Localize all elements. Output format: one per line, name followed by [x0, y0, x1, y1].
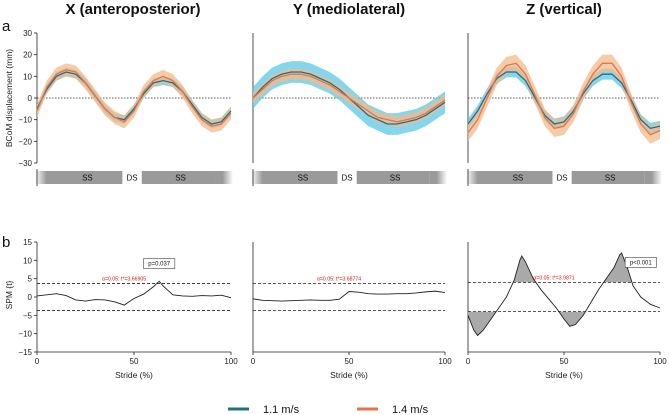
x-tick-label: 50 — [560, 357, 569, 366]
phase-fade-start — [466, 171, 486, 184]
phase-single-support-1 — [52, 171, 123, 184]
panel-label-b: b — [2, 234, 10, 251]
x-tick-label: 0 — [35, 357, 40, 366]
ylabel-a: BCoM displacement (mm) — [4, 49, 14, 147]
x-tick-label: 100 — [653, 357, 667, 366]
y-tick-label: −5 — [23, 311, 33, 320]
phase-single-support-2 — [356, 171, 430, 184]
pvalue-label: p=0.037 — [148, 262, 171, 268]
legend-label-1-1: 1.1 m/s — [263, 404, 300, 415]
phase-label-ss: SS — [298, 174, 309, 183]
y-tick-label: 20 — [23, 51, 32, 60]
chart-panel-2: SS DS SS — [251, 33, 447, 186]
phase-label-ss: SS — [82, 174, 93, 183]
threshold-label: α=0.05: t*=3.68774 — [317, 276, 361, 282]
x-tick-label: 0 — [466, 357, 471, 366]
phase-label-ds: DS — [557, 174, 568, 183]
y-tick-label: −10 — [18, 116, 32, 125]
spm-trajectory — [467, 252, 661, 337]
panel-label-a: a — [2, 18, 11, 35]
chart-panel-3: SS DS SS — [466, 33, 662, 186]
phase-label-ds: DS — [126, 174, 137, 183]
sd-band-2 — [37, 63, 231, 133]
spm-trajectory — [36, 280, 232, 306]
series-line-2 — [36, 69, 232, 127]
x-axis-label: Stride (%) — [115, 370, 153, 380]
y-tick-label: 10 — [23, 72, 32, 81]
y-tick-label: 0 — [28, 94, 33, 103]
phase-label-ss: SS — [175, 174, 186, 183]
y-tick-label: −10 — [18, 330, 32, 339]
series-line-1 — [36, 71, 232, 125]
suprathreshold-cluster-positive — [513, 253, 632, 283]
phase-fade-start — [251, 171, 271, 184]
phase-fade-start — [35, 171, 55, 184]
x-tick-label: 0 — [251, 357, 256, 366]
title-y: Y (mediolateral) — [293, 1, 405, 18]
series-line-2 — [467, 62, 661, 136]
phase-label-ss: SS — [605, 174, 616, 183]
phase-single-support-2 — [141, 171, 216, 184]
phase-bar: SS DS SS — [466, 169, 662, 186]
y-tick-label: −15 — [18, 348, 32, 357]
phase-fade-end — [215, 171, 233, 184]
x-tick-label: 50 — [130, 357, 139, 366]
chart-panel-1: 30 20 10 0 −10 −20 −30 SS DS SS — [18, 29, 233, 186]
series-line-2 — [252, 73, 446, 123]
ylabel-b: SPM {t} — [4, 280, 14, 309]
phase-label-ss: SS — [513, 174, 524, 183]
pvalue-label: p<0.001 — [630, 260, 653, 266]
phase-single-support-1 — [268, 171, 338, 184]
y-tick-label: −30 — [18, 159, 32, 168]
title-z: Z (vertical) — [526, 1, 602, 18]
x-tick-label: 50 — [345, 357, 354, 366]
phase-single-support-2 — [571, 171, 645, 184]
phase-label-ss: SS — [390, 174, 401, 183]
y-tick-label: 30 — [23, 29, 32, 38]
chart-panel-6: 0 50 100 Stride (%) α=0.05: t*=3.9871 p<0.001 — [466, 242, 667, 380]
legend: 1.1 m/s 1.4 m/s — [228, 404, 429, 415]
spm-trajectory — [252, 290, 446, 302]
phase-bar: SS DS SS — [251, 169, 447, 186]
x-axis-label: Stride (%) — [330, 370, 368, 380]
y-tick-label: 5 — [28, 275, 33, 284]
threshold-label: α=0.05: t*=3.66905 — [102, 277, 146, 283]
pvalue-box — [624, 257, 657, 268]
y-tick-label: −20 — [18, 137, 32, 146]
title-x: X (anteroposterior) — [65, 1, 200, 18]
y-tick-label: 10 — [23, 256, 32, 265]
x-tick-label: 100 — [438, 357, 452, 366]
x-axis-label: Stride (%) — [545, 370, 583, 380]
x-tick-label: 100 — [224, 357, 238, 366]
chart-panel-5: 0 50 100 Stride (%) α=0.05: t*=3.68774 — [251, 242, 452, 380]
y-tick-label: 15 — [23, 238, 32, 247]
phase-label-ds: DS — [342, 174, 353, 183]
y-tick-label: 0 — [28, 293, 33, 302]
legend-label-1-4: 1.4 m/s — [392, 404, 429, 415]
pvalue-box — [143, 258, 176, 269]
phase-fade-end — [429, 171, 447, 184]
threshold-label: α=0.05: t*=3.9871 — [533, 275, 574, 281]
phase-bar: SS DS SS — [35, 169, 233, 186]
phase-fade-end — [644, 171, 662, 184]
phase-single-support-1 — [483, 171, 553, 184]
